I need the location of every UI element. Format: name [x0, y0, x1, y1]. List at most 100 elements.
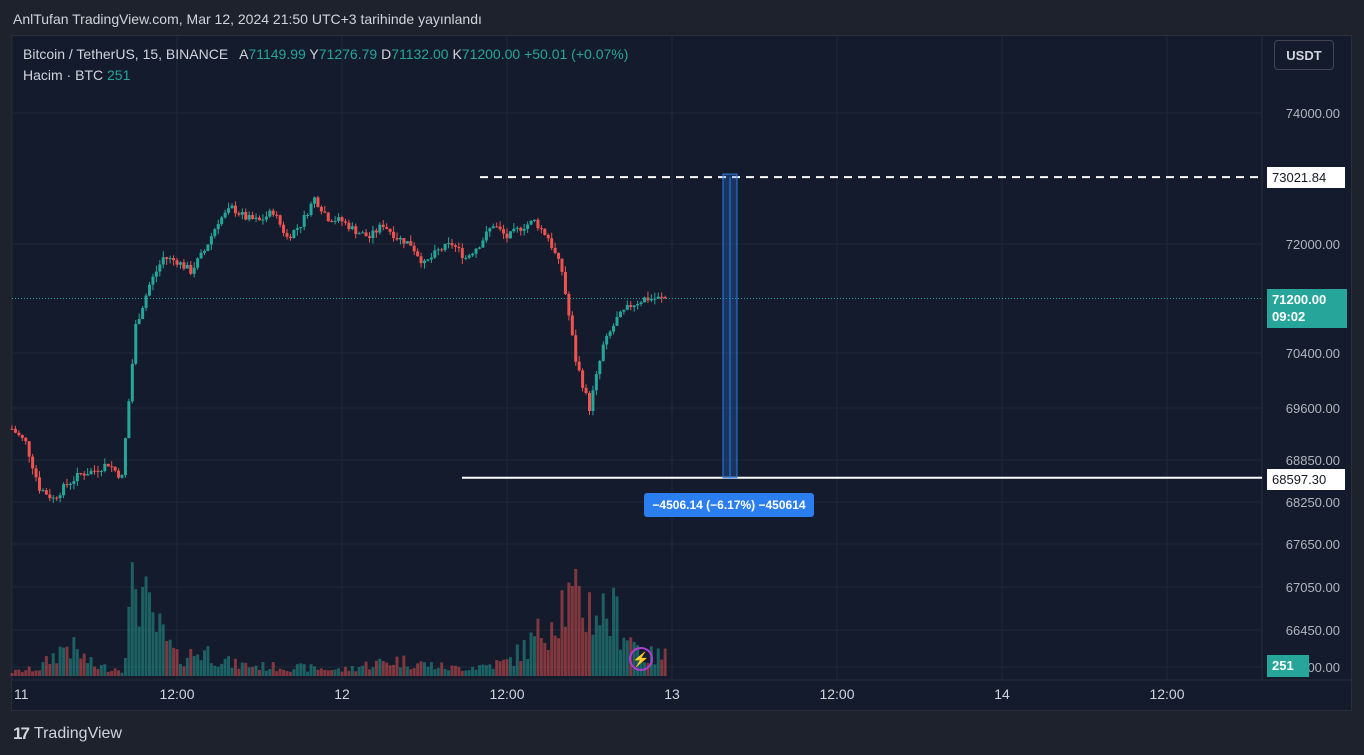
- volume-bar: [240, 662, 244, 676]
- candle-body: [522, 228, 526, 231]
- volume-bar: [134, 589, 138, 676]
- volume-bar: [591, 634, 595, 676]
- candle-body: [433, 250, 437, 258]
- candle-body: [165, 257, 169, 259]
- close-label: K: [452, 46, 462, 62]
- chart-frame[interactable]: [11, 35, 1352, 711]
- candle-body: [185, 264, 189, 269]
- volume-bar: [103, 664, 107, 676]
- volume-bar: [41, 662, 45, 676]
- volume-bar: [385, 662, 389, 676]
- volume-bar: [570, 585, 574, 676]
- volume-bar: [512, 665, 516, 676]
- candle-body: [357, 233, 361, 235]
- volume-bar: [484, 665, 488, 676]
- candle-body: [268, 210, 272, 217]
- volume-bar: [515, 644, 519, 676]
- candle-body: [385, 226, 389, 229]
- candle-body: [498, 226, 502, 230]
- candle-body: [646, 297, 650, 301]
- candle-body: [203, 250, 206, 253]
- volume-bar: [653, 664, 657, 676]
- candle-body: [398, 238, 402, 240]
- symbol-name[interactable]: Bitcoin / TetherUS, 15, BINANCE: [23, 46, 229, 62]
- x-tick-label: 14: [994, 686, 1010, 702]
- candle-body: [629, 305, 633, 308]
- candle-body: [374, 230, 378, 233]
- candle-body: [361, 232, 365, 234]
- x-tick-label: 11: [14, 686, 29, 702]
- candle-body: [137, 318, 141, 324]
- candle-body: [588, 392, 591, 411]
- volume-bar: [68, 658, 72, 676]
- volume-bar: [175, 649, 179, 676]
- candle-body: [381, 224, 385, 227]
- volume-bar: [261, 661, 265, 676]
- candle-body: [110, 466, 114, 468]
- volume-bar: [306, 671, 310, 676]
- volume-bar: [299, 663, 303, 676]
- volume-bar: [646, 663, 650, 676]
- candle-body: [158, 264, 162, 272]
- volume-bar: [82, 653, 86, 676]
- candle-body: [154, 271, 158, 277]
- volume-bar: [612, 587, 616, 676]
- currency-button[interactable]: USDT: [1274, 40, 1334, 70]
- candle-body: [412, 245, 416, 252]
- candle-body: [539, 228, 543, 230]
- candle-body: [364, 232, 368, 237]
- volume-bar: [209, 663, 213, 676]
- y-tick-label: 68850.00: [1286, 453, 1340, 468]
- volume-bar: [302, 664, 306, 676]
- volume-bar: [378, 658, 382, 676]
- volume-bar: [233, 658, 237, 676]
- last-price-tag: 71200.00 09:02: [1267, 289, 1347, 328]
- volume-bar: [605, 618, 609, 676]
- volume-bar: [309, 664, 313, 676]
- footer-brand[interactable]: 17 TradingView: [13, 724, 122, 744]
- candle-body: [471, 253, 475, 256]
- volume-bar: [560, 590, 564, 676]
- volume-label[interactable]: Hacim · BTC: [23, 67, 104, 83]
- open-value: 71149.99: [248, 46, 306, 62]
- candle-body: [392, 231, 396, 239]
- candle-body: [405, 241, 409, 244]
- candle-body: [123, 438, 127, 476]
- candle-body: [55, 497, 59, 499]
- volume-bar: [618, 649, 622, 676]
- candle-body: [453, 245, 457, 247]
- volume-bar: [426, 666, 430, 676]
- candle-body: [38, 477, 41, 491]
- candle-body: [285, 232, 289, 237]
- candle-body: [134, 323, 138, 364]
- candle-body: [618, 311, 622, 318]
- candle-body: [113, 466, 117, 471]
- candle-body: [13, 428, 17, 433]
- measure-label[interactable]: −4506.14 (−6.17%) −450614: [644, 493, 814, 517]
- volume-bar: [185, 657, 189, 676]
- candle-body: [343, 221, 347, 223]
- candle-body: [309, 203, 313, 216]
- candle-body: [447, 243, 451, 245]
- volume-bar: [526, 658, 530, 676]
- candle-body: [278, 215, 282, 225]
- volume-bar: [522, 640, 526, 676]
- volume-bar: [292, 669, 296, 676]
- volume-bar: [130, 562, 134, 676]
- volume-bar: [10, 673, 14, 676]
- lightning-icon[interactable]: ⚡: [629, 647, 653, 671]
- low-value: 71132.00: [391, 46, 449, 62]
- candle-body: [306, 215, 310, 217]
- candle-body: [144, 295, 148, 308]
- change-value: +50.01 (+0.07%): [524, 46, 629, 62]
- candle-body: [34, 468, 38, 478]
- volume-bar: [333, 669, 337, 676]
- volume-bar: [350, 665, 354, 676]
- candle-body: [27, 441, 31, 457]
- candle-body: [615, 317, 619, 326]
- candle-body: [560, 258, 564, 272]
- volume-bar: [58, 646, 62, 676]
- volume-bar: [543, 642, 547, 676]
- candle-body: [295, 228, 299, 230]
